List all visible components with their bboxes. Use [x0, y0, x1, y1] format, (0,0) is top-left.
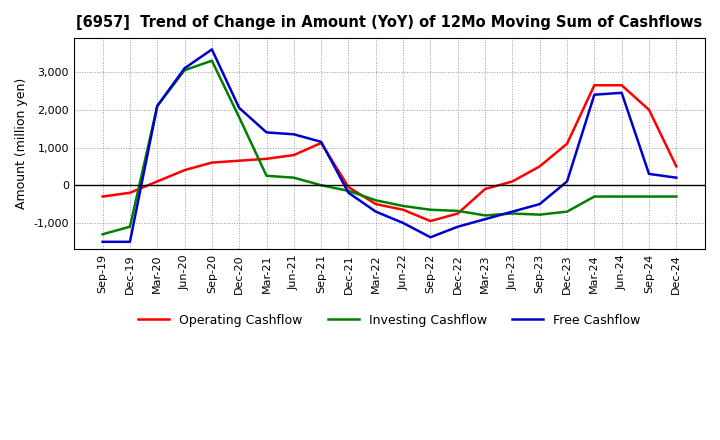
Operating Cashflow: [235, 158, 243, 163]
Investing Cashflow: [372, 198, 380, 203]
Operating Cashflow: [317, 140, 325, 146]
Operating Cashflow: [644, 107, 653, 113]
Free Cashflow: [372, 209, 380, 214]
Operating Cashflow: [207, 160, 216, 165]
Investing Cashflow: [644, 194, 653, 199]
Operating Cashflow: [481, 187, 490, 192]
Free Cashflow: [180, 66, 189, 71]
Y-axis label: Amount (million yen): Amount (million yen): [15, 78, 28, 209]
Free Cashflow: [454, 224, 462, 229]
Investing Cashflow: [99, 231, 107, 237]
Free Cashflow: [289, 132, 298, 137]
Operating Cashflow: [426, 218, 435, 224]
Operating Cashflow: [590, 83, 598, 88]
Operating Cashflow: [399, 207, 408, 213]
Investing Cashflow: [617, 194, 626, 199]
Operating Cashflow: [262, 156, 271, 161]
Free Cashflow: [235, 105, 243, 110]
Free Cashflow: [317, 139, 325, 144]
Investing Cashflow: [672, 194, 680, 199]
Free Cashflow: [344, 190, 353, 195]
Investing Cashflow: [262, 173, 271, 179]
Investing Cashflow: [536, 212, 544, 217]
Operating Cashflow: [180, 168, 189, 173]
Free Cashflow: [644, 171, 653, 176]
Free Cashflow: [508, 209, 517, 214]
Investing Cashflow: [289, 175, 298, 180]
Investing Cashflow: [235, 115, 243, 120]
Investing Cashflow: [180, 67, 189, 73]
Operating Cashflow: [125, 190, 134, 195]
Operating Cashflow: [508, 179, 517, 184]
Operating Cashflow: [289, 152, 298, 158]
Free Cashflow: [536, 202, 544, 207]
Free Cashflow: [399, 220, 408, 226]
Investing Cashflow: [399, 203, 408, 209]
Operating Cashflow: [344, 184, 353, 190]
Operating Cashflow: [372, 202, 380, 207]
Operating Cashflow: [563, 141, 572, 147]
Operating Cashflow: [99, 194, 107, 199]
Operating Cashflow: [617, 83, 626, 88]
Free Cashflow: [99, 239, 107, 245]
Operating Cashflow: [672, 164, 680, 169]
Free Cashflow: [672, 175, 680, 180]
Free Cashflow: [153, 103, 161, 109]
Free Cashflow: [481, 216, 490, 222]
Operating Cashflow: [153, 179, 161, 184]
Investing Cashflow: [125, 224, 134, 229]
Investing Cashflow: [454, 208, 462, 213]
Investing Cashflow: [590, 194, 598, 199]
Investing Cashflow: [344, 188, 353, 194]
Operating Cashflow: [454, 211, 462, 216]
Investing Cashflow: [426, 207, 435, 213]
Investing Cashflow: [153, 103, 161, 109]
Operating Cashflow: [536, 164, 544, 169]
Investing Cashflow: [207, 58, 216, 63]
Title: [6957]  Trend of Change in Amount (YoY) of 12Mo Moving Sum of Cashflows: [6957] Trend of Change in Amount (YoY) o…: [76, 15, 703, 30]
Investing Cashflow: [317, 183, 325, 188]
Free Cashflow: [426, 235, 435, 240]
Line: Investing Cashflow: Investing Cashflow: [103, 61, 676, 234]
Investing Cashflow: [481, 213, 490, 218]
Free Cashflow: [207, 47, 216, 52]
Investing Cashflow: [563, 209, 572, 214]
Free Cashflow: [617, 90, 626, 95]
Legend: Operating Cashflow, Investing Cashflow, Free Cashflow: Operating Cashflow, Investing Cashflow, …: [133, 309, 646, 332]
Line: Operating Cashflow: Operating Cashflow: [103, 85, 676, 221]
Free Cashflow: [125, 239, 134, 245]
Free Cashflow: [563, 179, 572, 184]
Line: Free Cashflow: Free Cashflow: [103, 49, 676, 242]
Investing Cashflow: [508, 211, 517, 216]
Free Cashflow: [262, 130, 271, 135]
Free Cashflow: [590, 92, 598, 97]
